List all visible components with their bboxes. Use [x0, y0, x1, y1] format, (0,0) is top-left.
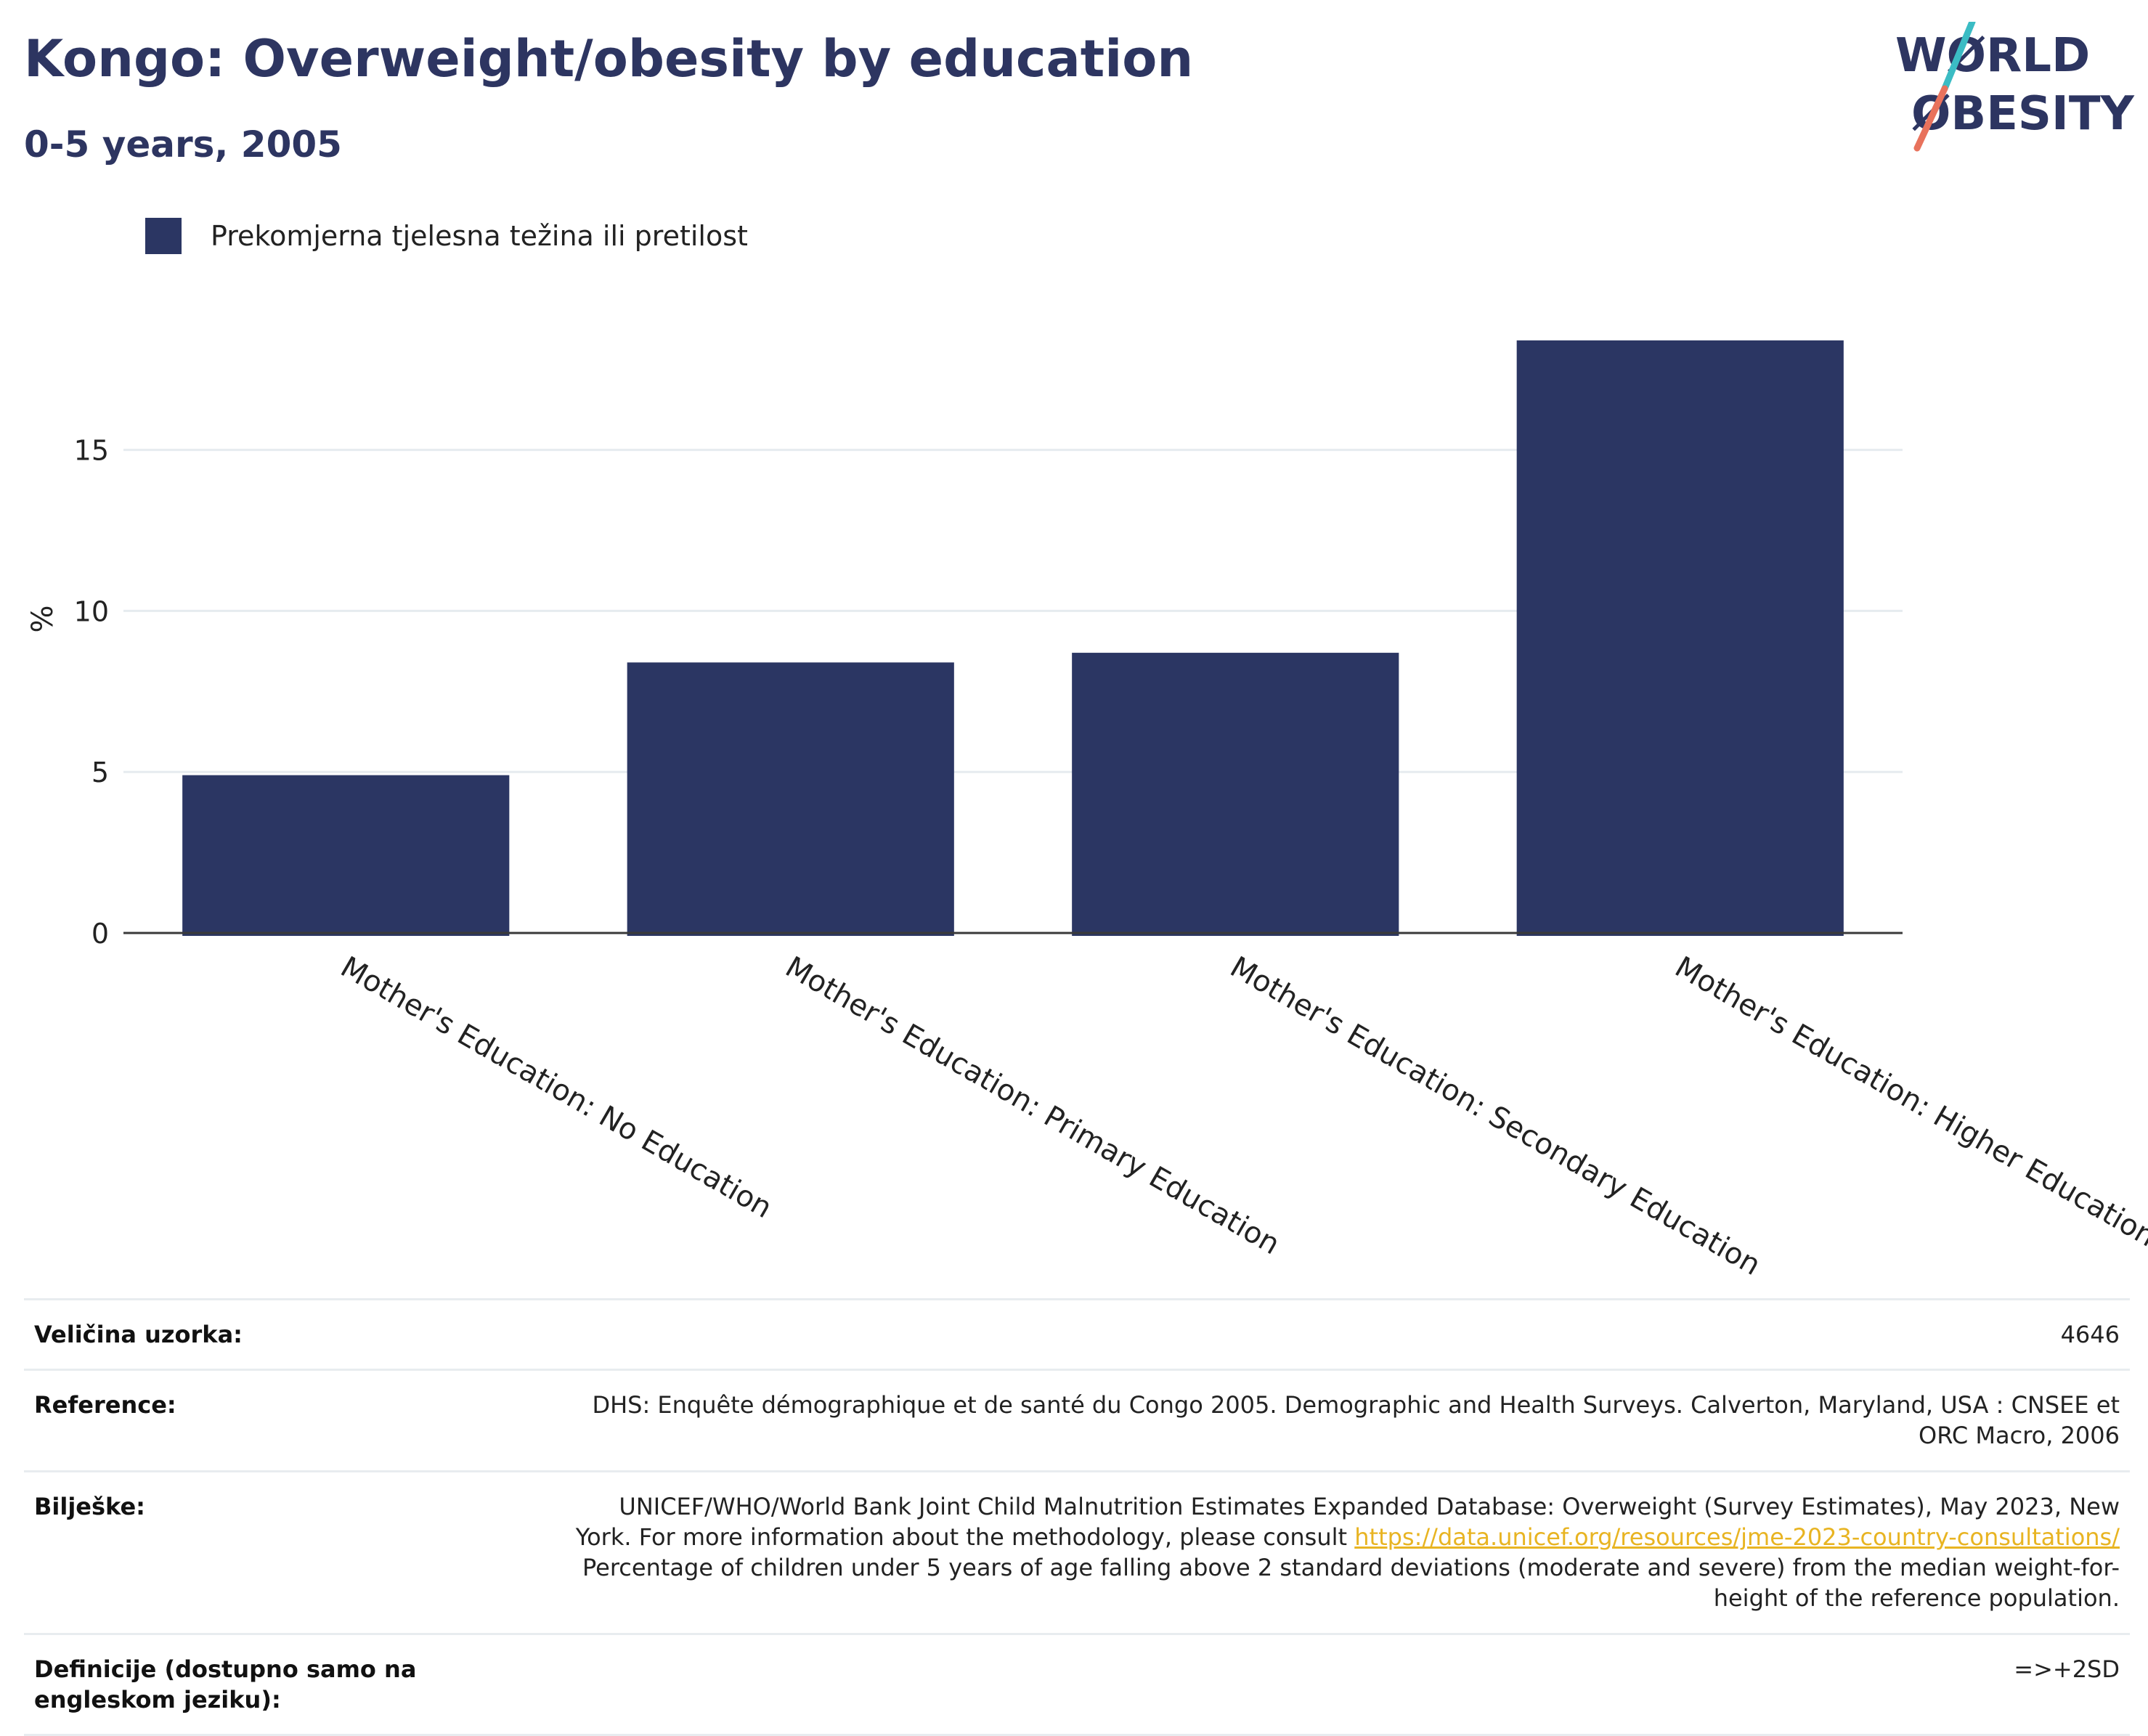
sample-size-value: 4646 — [553, 1297, 2130, 1372]
metadata-table: Veličina uzorka: 4646 Reference: DHS: En… — [24, 1297, 2130, 1736]
definitions-label: Definicije (dostupno samo na engleskom j… — [24, 1632, 553, 1736]
y-tick-label: 5 — [91, 757, 109, 788]
y-tick-label: 15 — [74, 435, 109, 467]
reference-value: DHS: Enquête démographique et de santé d… — [553, 1369, 2130, 1472]
world-obesity-logo: WØRLD ØBESITY — [1895, 22, 2134, 152]
chart-subtitle: 0-5 years, 2005 — [24, 123, 342, 166]
logo-line-1: WØRLD — [1895, 29, 2090, 83]
notes-text-2: Percentage of children under 5 years of … — [582, 1554, 2120, 1613]
bar — [627, 662, 954, 936]
definitions-value: =>+2SD — [553, 1632, 2130, 1736]
notes-value: UNICEF/WHO/World Bank Joint Child Malnut… — [553, 1470, 2130, 1635]
notes-label: Bilješke: — [24, 1470, 553, 1635]
legend-swatch — [145, 218, 182, 254]
x-tick-label: Mother's Education: Primary Education — [780, 950, 1285, 1262]
sample-size-row: Veličina uzorka: 4646 — [24, 1297, 2130, 1372]
methodology-link[interactable]: https://data.unicef.org/resources/jme-20… — [1354, 1523, 2120, 1551]
x-tick-label: Mother's Education: No Education — [335, 950, 777, 1225]
reference-label: Reference: — [24, 1369, 553, 1472]
reference-row: Reference: DHS: Enquête démographique et… — [24, 1369, 2130, 1472]
logo-line-2: ØBESITY — [1911, 87, 2134, 141]
legend: Prekomjerna tjelesna težina ili pretilos… — [145, 218, 748, 254]
legend-label: Prekomjerna tjelesna težina ili pretilos… — [211, 220, 748, 252]
x-tick-label: Mother's Education: Secondary Education — [1224, 950, 1766, 1282]
y-tick-label: 0 — [91, 918, 109, 950]
notes-text-1: UNICEF/WHO/World Bank Joint Child Malnut… — [575, 1492, 2120, 1551]
bar — [1516, 340, 1844, 936]
chart-title: Kongo: Overweight/obesity by education — [24, 29, 1194, 89]
notes-row: Bilješke: UNICEF/WHO/World Bank Joint Ch… — [24, 1470, 2130, 1635]
x-tick-label: Mother's Education: Higher Education — [1669, 950, 2148, 1254]
y-tick-label: 10 — [74, 595, 109, 627]
sample-size-label: Veličina uzorka: — [24, 1297, 553, 1372]
y-axis-label: % — [26, 605, 60, 632]
bar — [1072, 653, 1399, 936]
definitions-row: Definicije (dostupno samo na engleskom j… — [24, 1632, 2130, 1736]
bar — [182, 775, 510, 936]
